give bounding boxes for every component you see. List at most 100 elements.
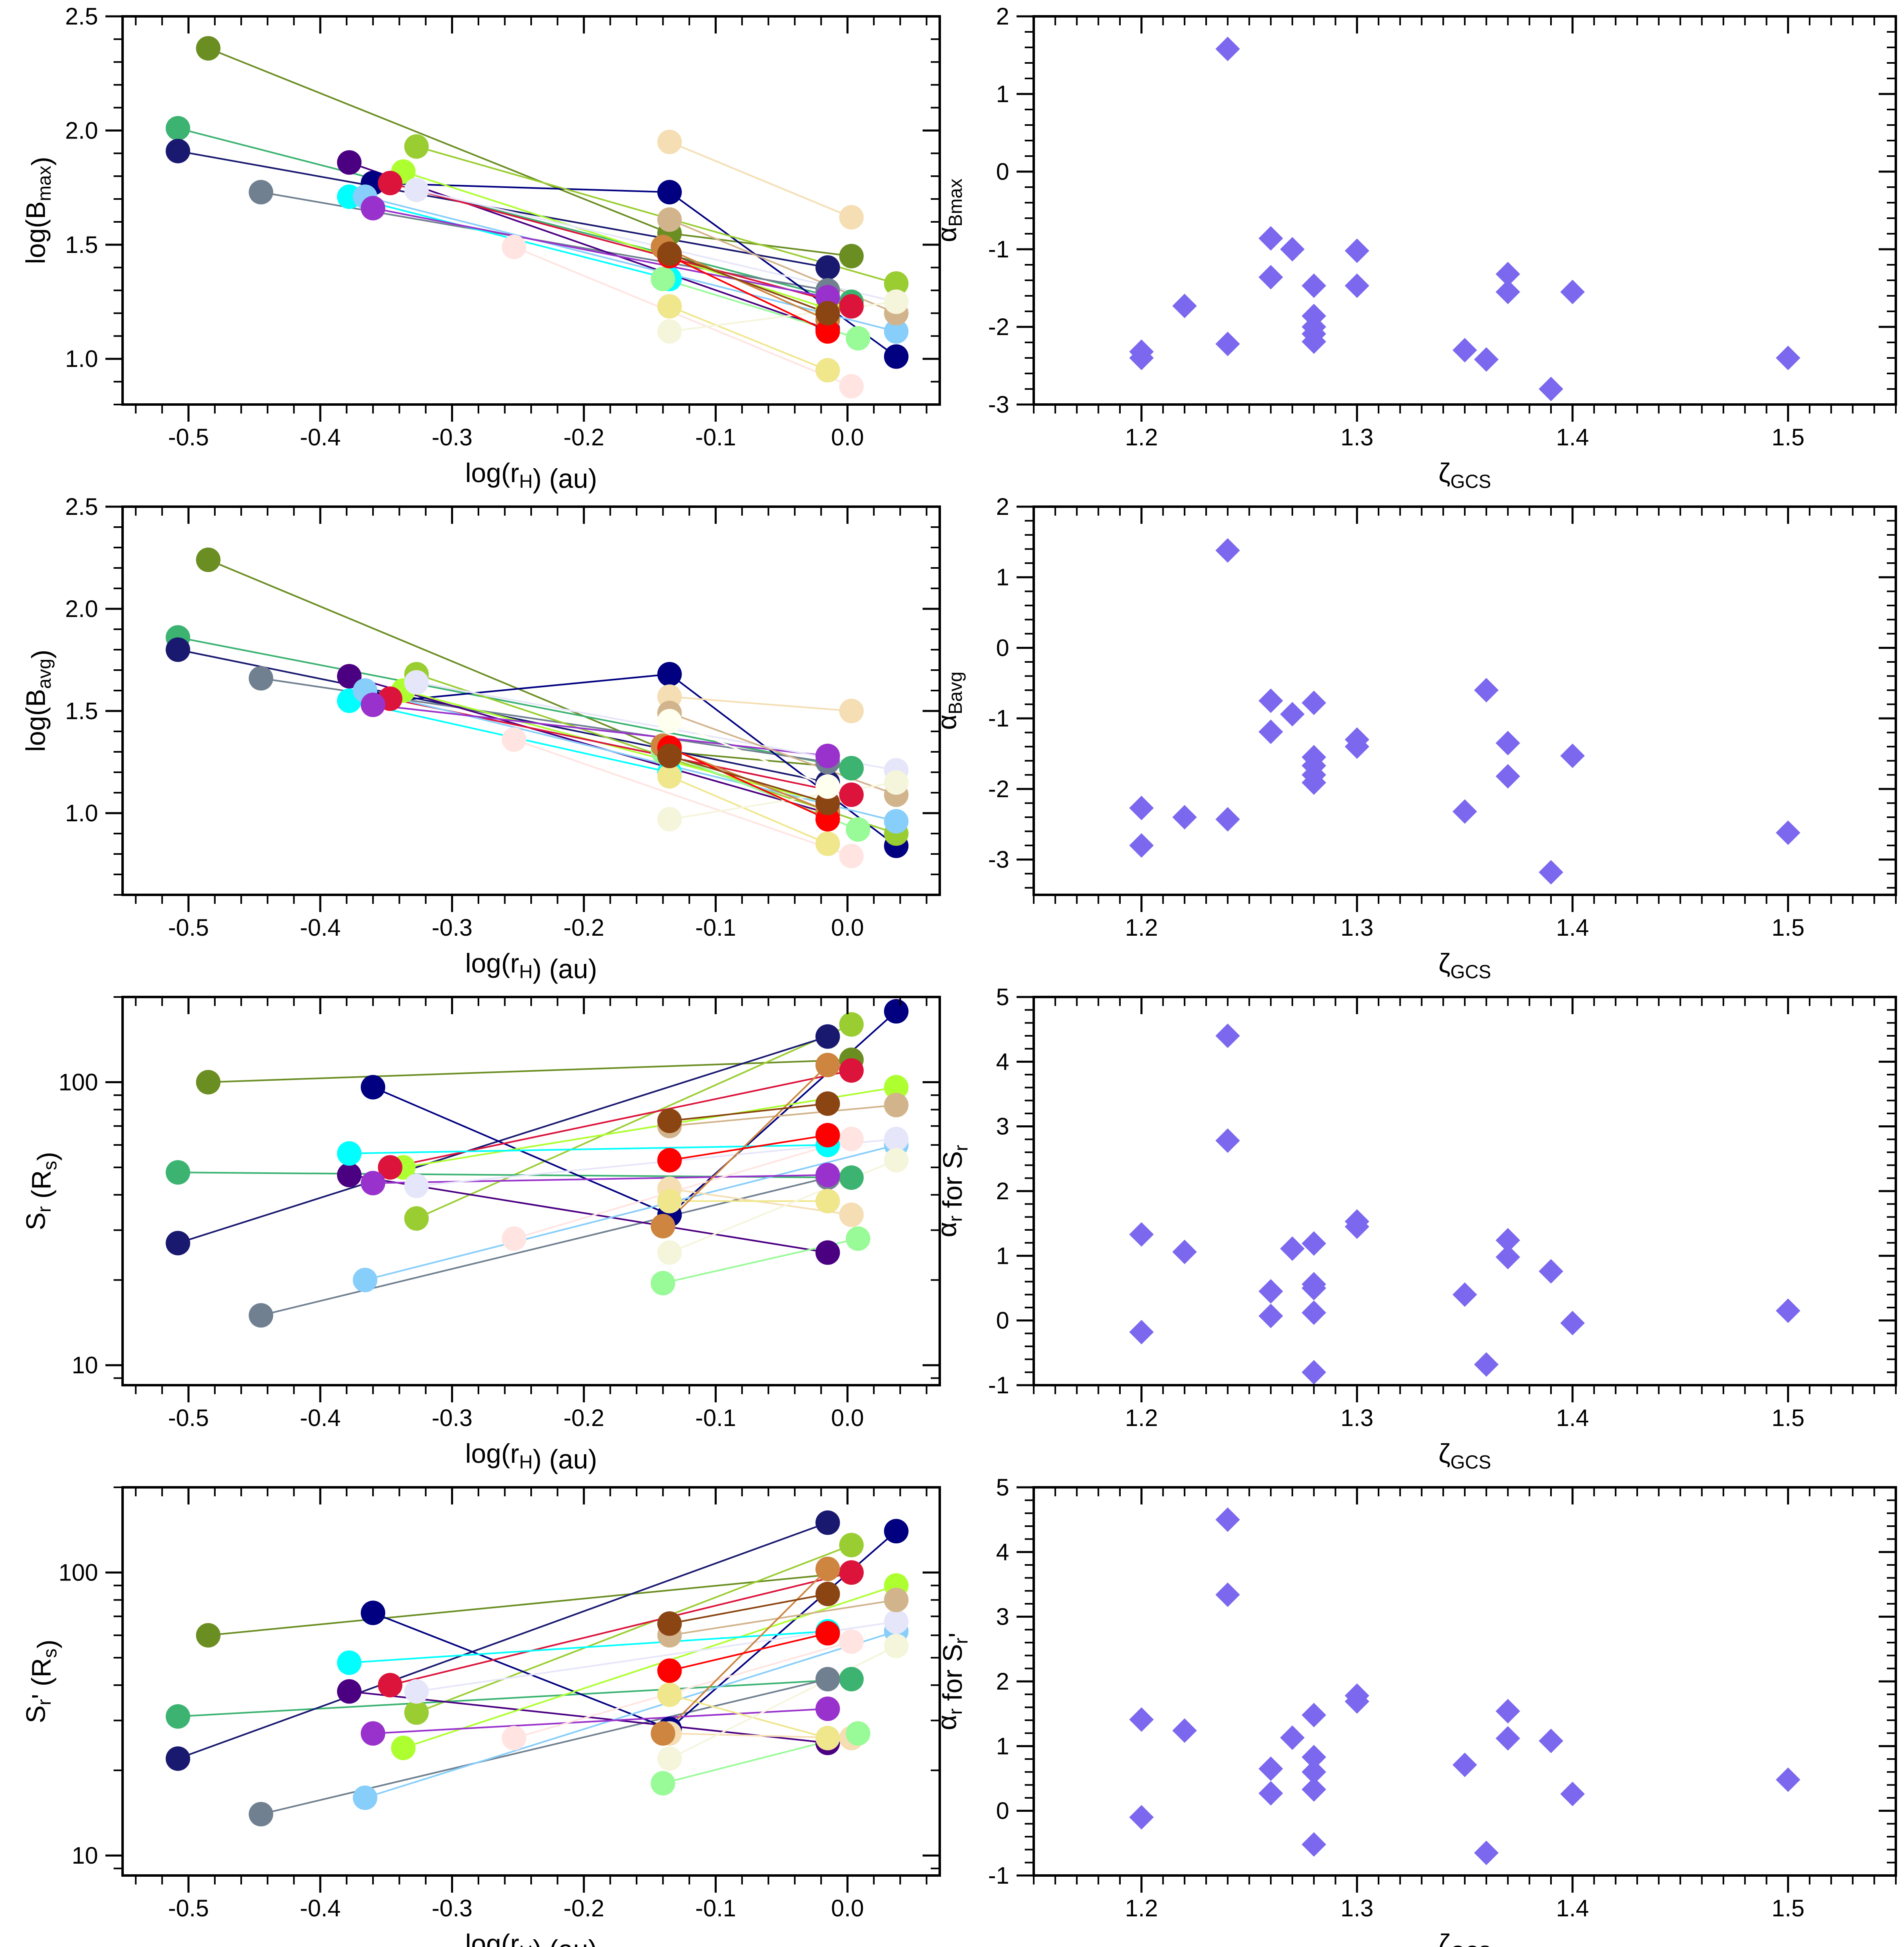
data-point — [657, 207, 682, 232]
y-tick-label: 10 — [72, 1352, 98, 1379]
data-point — [657, 807, 682, 832]
diamond-point — [1453, 799, 1477, 824]
data-point — [815, 301, 840, 326]
data-point — [846, 817, 870, 842]
diamond-point — [1474, 1840, 1499, 1865]
y-tick-label: 2.5 — [65, 494, 98, 520]
series-line-15 — [514, 1138, 852, 1240]
data-point — [353, 1785, 378, 1810]
y-tick-label: 5 — [996, 1474, 1009, 1501]
data-point — [815, 1240, 840, 1265]
diamond-point — [1560, 1311, 1585, 1335]
diamond-point — [1345, 734, 1370, 759]
y-axis-label: αr for Sr' — [932, 1632, 973, 1730]
data-point — [657, 1189, 682, 1214]
diamond-point — [1129, 1222, 1154, 1247]
series-line-9 — [349, 1144, 828, 1154]
diamond-point — [1215, 1128, 1240, 1153]
data-point — [196, 1623, 221, 1648]
data-point — [657, 1109, 682, 1133]
diamond-point — [1129, 346, 1154, 370]
data-point — [815, 1667, 840, 1692]
diamond-point — [1474, 1352, 1499, 1377]
data-point — [502, 1726, 527, 1750]
y-tick-label: -2 — [988, 314, 1009, 340]
diamond-point — [1301, 329, 1326, 354]
panel-p4: 1.2 1.3 1.4 1.5 -3 -2 -1 0 1 2 ζGCS αBavg — [932, 494, 1897, 982]
x-tick-label: 1.5 — [1772, 914, 1805, 941]
series-line-15 — [514, 739, 852, 857]
data-point — [839, 1629, 864, 1654]
diamond-point — [1345, 1214, 1370, 1239]
data-point — [196, 1070, 221, 1095]
data-point — [378, 1673, 402, 1698]
plot-frame — [1032, 505, 1897, 896]
data-point — [839, 1165, 864, 1190]
data-point — [815, 774, 840, 799]
series-line-20 — [669, 1134, 828, 1161]
diamond-point — [1474, 678, 1499, 703]
x-tick-label: -0.2 — [563, 1895, 604, 1922]
y-tick-label: 1 — [996, 81, 1009, 107]
data-point — [815, 1053, 840, 1077]
data-point — [815, 832, 840, 856]
diamond-point — [1301, 1360, 1326, 1385]
x-tick-label: -0.1 — [695, 424, 736, 451]
data-point — [404, 1206, 429, 1231]
data-point — [650, 1214, 675, 1238]
x-tick-label: 1.2 — [1125, 424, 1158, 451]
data-point — [839, 782, 864, 807]
y-tick-label: 1.5 — [65, 698, 98, 724]
data-point — [839, 374, 864, 399]
series-line-1 — [416, 1024, 852, 1219]
diamond-point — [1474, 347, 1499, 372]
data-point — [839, 294, 864, 319]
y-tick-label: 3 — [996, 1113, 1009, 1140]
diamond-point — [1258, 720, 1283, 744]
series-line-13 — [669, 696, 852, 712]
diamond-point — [1345, 238, 1370, 263]
y-tick-label: 4 — [996, 1048, 1009, 1075]
data-point — [657, 241, 682, 266]
plot-frame — [121, 505, 941, 896]
series-line-11 — [373, 1174, 828, 1184]
diamond-point — [1495, 279, 1520, 304]
x-axis-label: log(rH) (au) — [465, 948, 597, 984]
diamond-point — [1258, 1781, 1283, 1806]
diamond-point — [1345, 273, 1370, 298]
series-line-0 — [208, 559, 852, 769]
y-tick-label: -1 — [988, 1372, 1009, 1399]
x-tick-label: 0.0 — [831, 1895, 864, 1922]
y-tick-label: 1.0 — [65, 800, 98, 827]
series-line-4 — [261, 1177, 828, 1317]
diamond-point — [1280, 1236, 1305, 1261]
series-line-21 — [669, 1102, 828, 1122]
diamond-point — [1258, 1303, 1283, 1328]
y-tick-label: 100 — [58, 1069, 98, 1095]
diamond-point — [1301, 1300, 1326, 1325]
y-tick-label: 0 — [996, 635, 1009, 661]
diamond-point — [1129, 1320, 1154, 1345]
data-point — [165, 1746, 190, 1771]
series-line-11 — [373, 1708, 828, 1735]
data-point — [196, 548, 221, 572]
x-tick-label: 0.0 — [831, 1405, 864, 1431]
diamond-point — [1258, 1279, 1283, 1304]
data-point — [657, 130, 682, 154]
x-tick-label: 1.3 — [1341, 1895, 1374, 1922]
y-tick-label: -3 — [988, 847, 1009, 873]
data-point — [165, 116, 190, 141]
x-tick-label: -0.3 — [431, 1405, 472, 1431]
diamond-point — [1258, 265, 1283, 290]
diamond-point — [1258, 1756, 1283, 1781]
x-tick-label: 1.5 — [1772, 424, 1805, 451]
diamond-point — [1776, 1298, 1801, 1323]
x-tick-label: -0.2 — [563, 1405, 604, 1431]
data-point — [815, 1556, 840, 1581]
data-point — [815, 1621, 840, 1646]
data-point — [884, 1587, 909, 1612]
series-line-11 — [373, 207, 828, 298]
series-line-0 — [208, 1059, 851, 1083]
y-tick-label: 1.5 — [65, 232, 98, 258]
